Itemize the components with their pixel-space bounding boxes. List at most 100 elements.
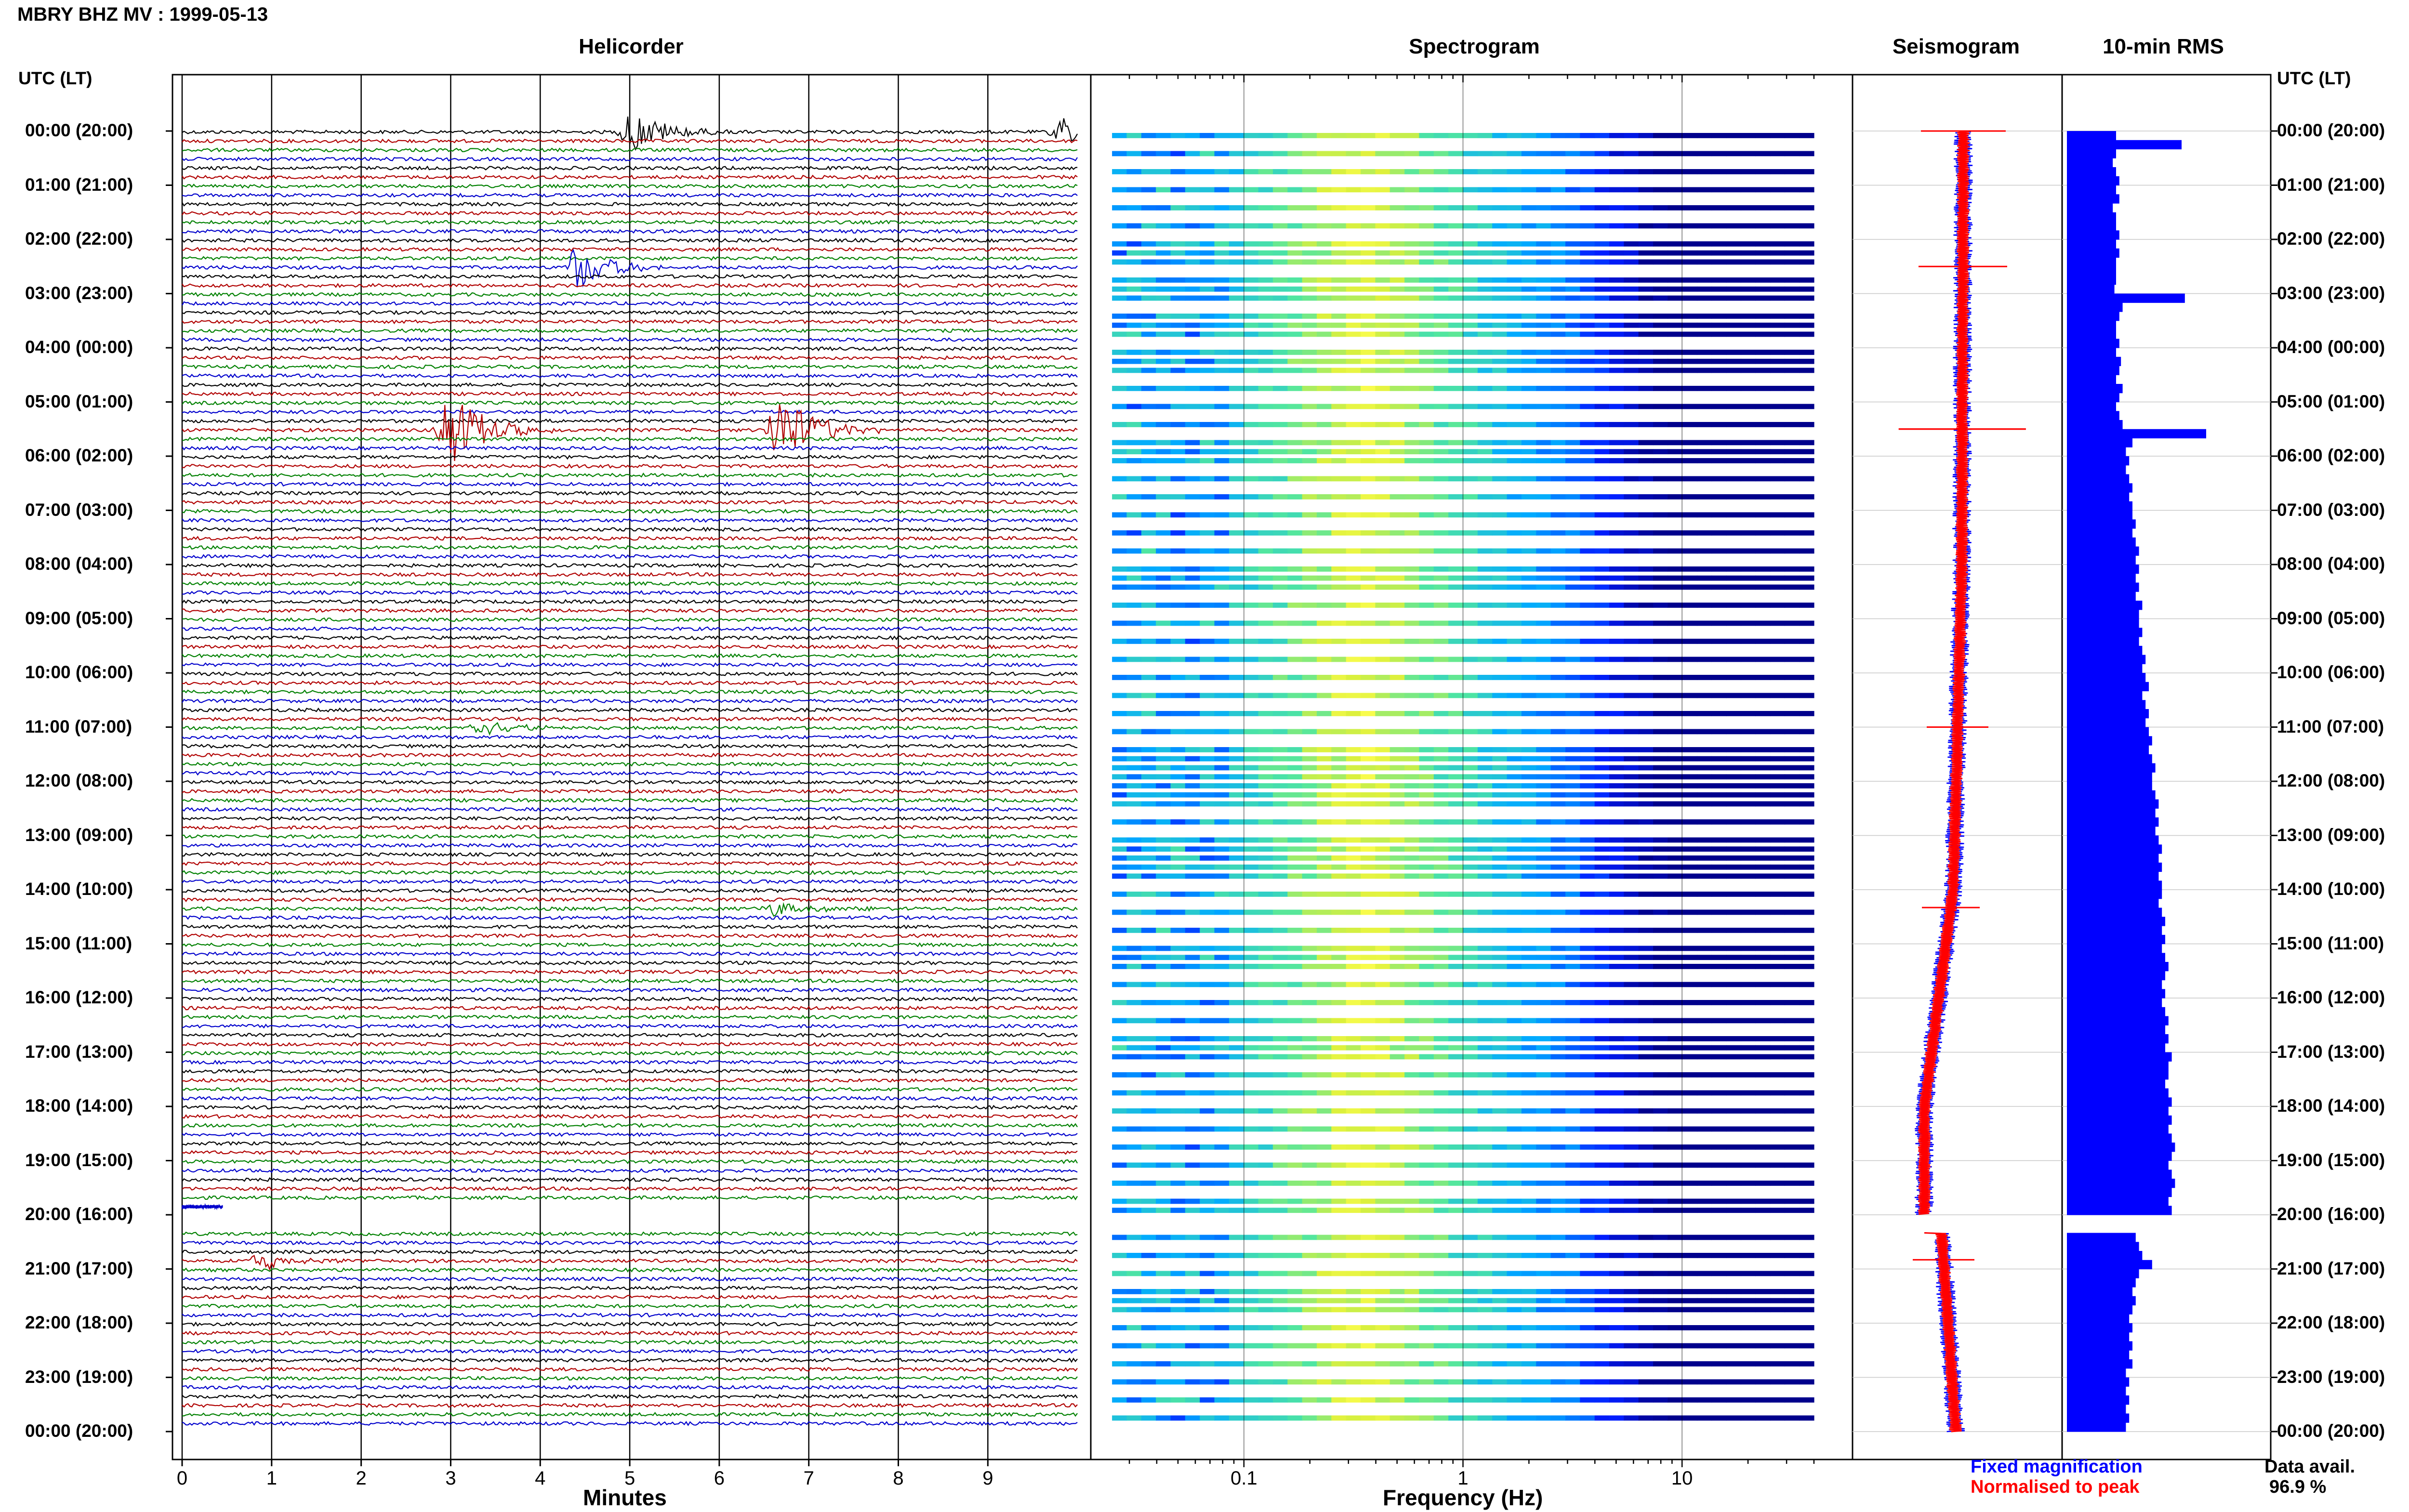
spectrogram-cell (1755, 286, 1771, 292)
spectrogram-cell (1404, 250, 1420, 256)
spectrogram-cell (1726, 250, 1741, 256)
spectrogram-cell (1390, 909, 1405, 915)
spectrogram-cell (1463, 603, 1478, 608)
spectrogram-cell (1229, 964, 1244, 969)
spectrogram-cell (1799, 855, 1814, 861)
spectrogram-cell (1317, 873, 1332, 879)
spectrogram-cell (1463, 693, 1478, 698)
spectrogram-cell (1785, 259, 1800, 265)
spectrogram-cell (1755, 512, 1771, 518)
spectrogram-cell (1346, 774, 1361, 780)
spectrogram-cell (1331, 909, 1347, 915)
spectrogram-cell (1536, 1036, 1551, 1041)
spectrogram-cell (1550, 1397, 1566, 1403)
spectrogram-cell (1419, 575, 1434, 581)
spectrogram-cell (1785, 368, 1800, 373)
spectrogram-cell (1272, 783, 1288, 789)
spectrogram-cell (1507, 1343, 1522, 1349)
spectrogram-cell (1214, 819, 1230, 825)
spectrogram-cell (1594, 1181, 1610, 1186)
spectrogram-cell (1550, 530, 1566, 536)
spectrogram-cell (1419, 873, 1434, 879)
spectrogram-cell (1477, 187, 1493, 193)
spectrogram-cell (1609, 1298, 1624, 1303)
spectrogram-cell (1244, 1208, 1259, 1213)
helicorder-trace (182, 978, 1078, 984)
spectrogram-cell (1653, 955, 1668, 960)
spectrogram-cell (1785, 846, 1800, 852)
spectrogram-cell (1477, 657, 1493, 662)
spectrogram-cell (1448, 1036, 1464, 1041)
spectrogram-cell (1361, 1000, 1376, 1005)
spectrogram-cell (1141, 566, 1156, 572)
spectrogram-cell (1419, 548, 1434, 554)
spectrogram-cell (1272, 548, 1288, 554)
spectrogram-cell (1433, 350, 1449, 355)
spectrogram-cell (1741, 1361, 1756, 1367)
spectrogram-cell (1214, 458, 1230, 463)
helicorder-trace (182, 902, 1078, 917)
spectrogram-cell (1170, 358, 1186, 364)
spectrogram-cell (1682, 566, 1697, 572)
spectrogram-cell (1287, 259, 1303, 265)
spectrogram-cell (1112, 774, 1127, 780)
spectrogram-cell (1317, 404, 1332, 409)
spectrogram-cell (1638, 620, 1654, 626)
rms-bar (2067, 284, 2115, 294)
spectrogram-cell (1580, 1343, 1595, 1349)
spectrogram-cell (1126, 855, 1142, 861)
spectrogram-cell (1112, 711, 1127, 716)
spectrogram-cell (1668, 223, 1683, 229)
spectrogram-cell (1156, 223, 1171, 229)
spectrogram-cell (1214, 729, 1230, 735)
spectrogram-cell (1638, 1343, 1654, 1349)
spectrogram-cell (1287, 358, 1303, 364)
spectrogram-cell (1638, 314, 1654, 319)
spectrogram-cell (1346, 358, 1361, 364)
spectrogram-cell (1507, 964, 1522, 969)
helicorder-trace (182, 951, 1078, 957)
spectrogram-cell (1272, 1072, 1288, 1078)
spectrogram-cell (1624, 358, 1639, 364)
spectrogram-cell (1492, 584, 1508, 590)
spectrogram-cell (1214, 422, 1230, 427)
spectrogram-cell (1244, 1144, 1259, 1150)
spectrogram-cell (1244, 1090, 1259, 1096)
spectrogram-cell (1653, 386, 1668, 391)
spectrogram-cell (1536, 864, 1551, 870)
spectrogram-cell (1507, 1018, 1522, 1024)
rms-bar (2067, 645, 2143, 656)
spectrogram-cell (1492, 864, 1508, 870)
spectrogram-cell (1580, 223, 1595, 229)
spectrogram-cell (1726, 1298, 1741, 1303)
spectrogram-cell (1200, 639, 1215, 644)
spectrogram-cell (1346, 566, 1361, 572)
spectrogram-cell (1229, 1108, 1244, 1114)
spectrogram-cell (1741, 675, 1756, 680)
spectrogram-cell (1594, 1208, 1610, 1213)
spectrogram-cell (1170, 1108, 1186, 1114)
spectrogram-cell (1580, 295, 1595, 301)
spectrogram-cell (1521, 765, 1536, 771)
spectrogram-cell (1419, 358, 1434, 364)
spectrogram-cell (1653, 322, 1668, 328)
spectrogram-cell (1272, 837, 1288, 843)
spectrogram-cell (1375, 928, 1390, 933)
spectrogram-cell (1244, 133, 1259, 138)
spectrogram-cell (1200, 747, 1215, 752)
spectrogram-cell (1361, 151, 1376, 157)
spectrogram-cell (1287, 1054, 1303, 1060)
spectrogram-cell (1433, 1343, 1449, 1349)
spectrogram-cell (1668, 440, 1683, 446)
spectrogram-cell (1112, 566, 1127, 572)
spectrogram-cell (1653, 639, 1668, 644)
spectrogram-cell (1565, 314, 1580, 319)
helicorder-trace (182, 337, 1078, 342)
spectrogram-cell (1433, 765, 1449, 771)
spectrogram-cell (1229, 1307, 1244, 1313)
spectrogram-cell (1112, 548, 1127, 554)
spectrogram-cell (1112, 1397, 1127, 1403)
spectrogram-cell (1565, 575, 1580, 581)
spectrogram-cell (1536, 1397, 1551, 1403)
spectrogram-cell (1477, 1000, 1493, 1005)
